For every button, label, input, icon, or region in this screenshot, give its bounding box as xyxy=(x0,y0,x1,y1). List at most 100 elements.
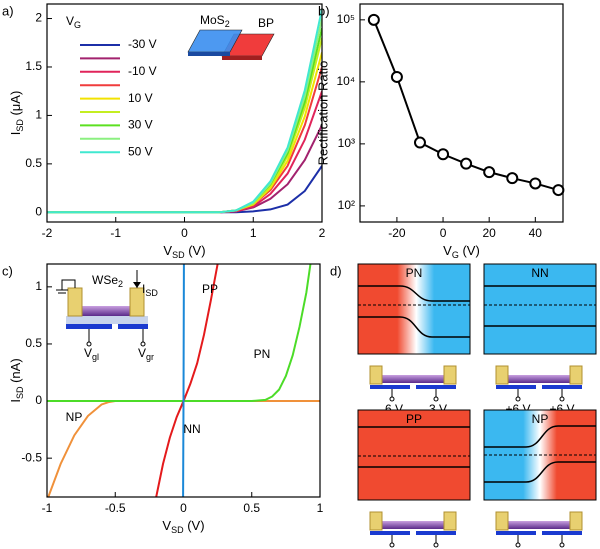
terminal xyxy=(559,396,565,402)
contact xyxy=(569,365,583,385)
annotation-sub: gl xyxy=(92,352,99,362)
contact xyxy=(569,511,583,531)
terminal xyxy=(433,542,439,548)
y-axis-label-main: I xyxy=(8,399,23,403)
x-axis-label-rest: (V) xyxy=(185,243,206,258)
legend-title-sub: G xyxy=(74,20,81,30)
x-tick-label: 40 xyxy=(529,226,543,240)
series-line xyxy=(47,18,322,214)
x-tick-label: 0 xyxy=(181,226,188,240)
x-tick-label: 2 xyxy=(319,226,326,240)
y-tick-label: 0.5 xyxy=(25,156,42,170)
terminal xyxy=(86,341,92,347)
arrow xyxy=(133,282,141,288)
panel-label: NN xyxy=(531,266,548,280)
y-tick-label: 0 xyxy=(35,393,42,407)
panel-label: PN xyxy=(406,266,423,280)
curve-label: PP xyxy=(202,282,218,296)
gate xyxy=(416,385,456,389)
bp-side xyxy=(222,56,262,60)
panel-label: PP xyxy=(406,412,422,426)
wire xyxy=(61,279,76,290)
x-tick-label: -2 xyxy=(42,226,53,240)
contact xyxy=(369,511,383,531)
annotation-sub: SD xyxy=(145,288,158,298)
annotation: WSe2 xyxy=(92,273,123,289)
contact xyxy=(443,511,457,531)
annotation: Vgl xyxy=(84,346,99,362)
annotation-main: V xyxy=(84,346,92,360)
marker xyxy=(437,148,450,161)
panel-label: a) xyxy=(2,3,14,18)
gate xyxy=(416,531,456,535)
x-axis-label-sub: SD xyxy=(171,525,184,535)
terminal xyxy=(515,542,521,548)
panel-label: d) xyxy=(330,263,342,278)
valence-band xyxy=(484,461,596,483)
annotation: MoS2 xyxy=(200,13,230,29)
legend-title: VG xyxy=(66,14,81,30)
gate xyxy=(542,531,582,535)
annotation: ISD xyxy=(142,282,158,298)
gate xyxy=(118,324,148,329)
annotation-main: BP xyxy=(258,16,274,30)
plot-frame xyxy=(46,3,323,223)
gate xyxy=(542,385,582,389)
x-axis-label-sub: SD xyxy=(172,250,185,260)
annotation-sub: gr xyxy=(146,352,154,362)
channel xyxy=(508,375,570,383)
terminal xyxy=(140,341,146,347)
channel xyxy=(508,521,570,529)
band-box xyxy=(357,409,471,501)
y-axis-label: Rectification Ratio xyxy=(315,61,330,166)
x-tick-label: 0 xyxy=(440,226,447,240)
marker xyxy=(483,166,496,179)
y-axis-label-rest: (nA) xyxy=(8,358,23,386)
panel-label: b) xyxy=(318,3,330,18)
terminal xyxy=(389,542,395,548)
annotation-sub: 2 xyxy=(118,279,123,289)
plot-frame xyxy=(46,263,321,498)
x-axis-label: VSD (V) xyxy=(162,518,204,535)
x-tick-label: 20 xyxy=(483,226,497,240)
gate xyxy=(370,531,410,535)
contact xyxy=(495,511,509,531)
x-axis-label-rest: (V) xyxy=(459,243,480,258)
annotation-main: I xyxy=(142,282,145,296)
x-tick-label: -1 xyxy=(42,501,53,515)
contact xyxy=(443,365,457,385)
y-axis-label-sub: SD xyxy=(15,119,25,132)
band-box xyxy=(483,263,597,355)
contact xyxy=(495,365,509,385)
terminal xyxy=(389,396,395,402)
annotation: BP xyxy=(258,16,274,30)
y-tick-label: 10³ xyxy=(338,136,355,150)
x-tick-label: 0 xyxy=(180,501,187,515)
y-axis-label-rest: (μA) xyxy=(8,91,23,119)
annotation: Vgr xyxy=(138,346,154,362)
terminal xyxy=(559,542,565,548)
channel xyxy=(80,306,132,316)
x-tick-label: -20 xyxy=(388,226,406,240)
y-tick-label: 10⁵ xyxy=(337,12,355,26)
series-line xyxy=(47,8,322,214)
mos2-side xyxy=(188,52,230,56)
x-axis-label-main: V xyxy=(162,518,171,533)
legend-label: -10 V xyxy=(128,64,157,78)
y-tick-label: -0.5 xyxy=(21,450,42,464)
y-axis-label: ISD (μA) xyxy=(8,91,25,136)
marker xyxy=(506,172,519,185)
x-tick-label: 1 xyxy=(250,226,257,240)
legend-label: -30 V xyxy=(128,37,157,51)
annotation-main: V xyxy=(138,346,146,360)
band-box xyxy=(357,263,471,355)
marker xyxy=(460,157,473,170)
y-tick-label: 2 xyxy=(35,11,42,25)
curve-label: NP xyxy=(66,410,83,424)
legend-label: 50 V xyxy=(128,144,153,158)
contact xyxy=(369,365,383,385)
y-tick-label: 0 xyxy=(35,204,42,218)
plot-frame xyxy=(359,3,564,223)
x-tick-label: 1 xyxy=(317,501,324,515)
